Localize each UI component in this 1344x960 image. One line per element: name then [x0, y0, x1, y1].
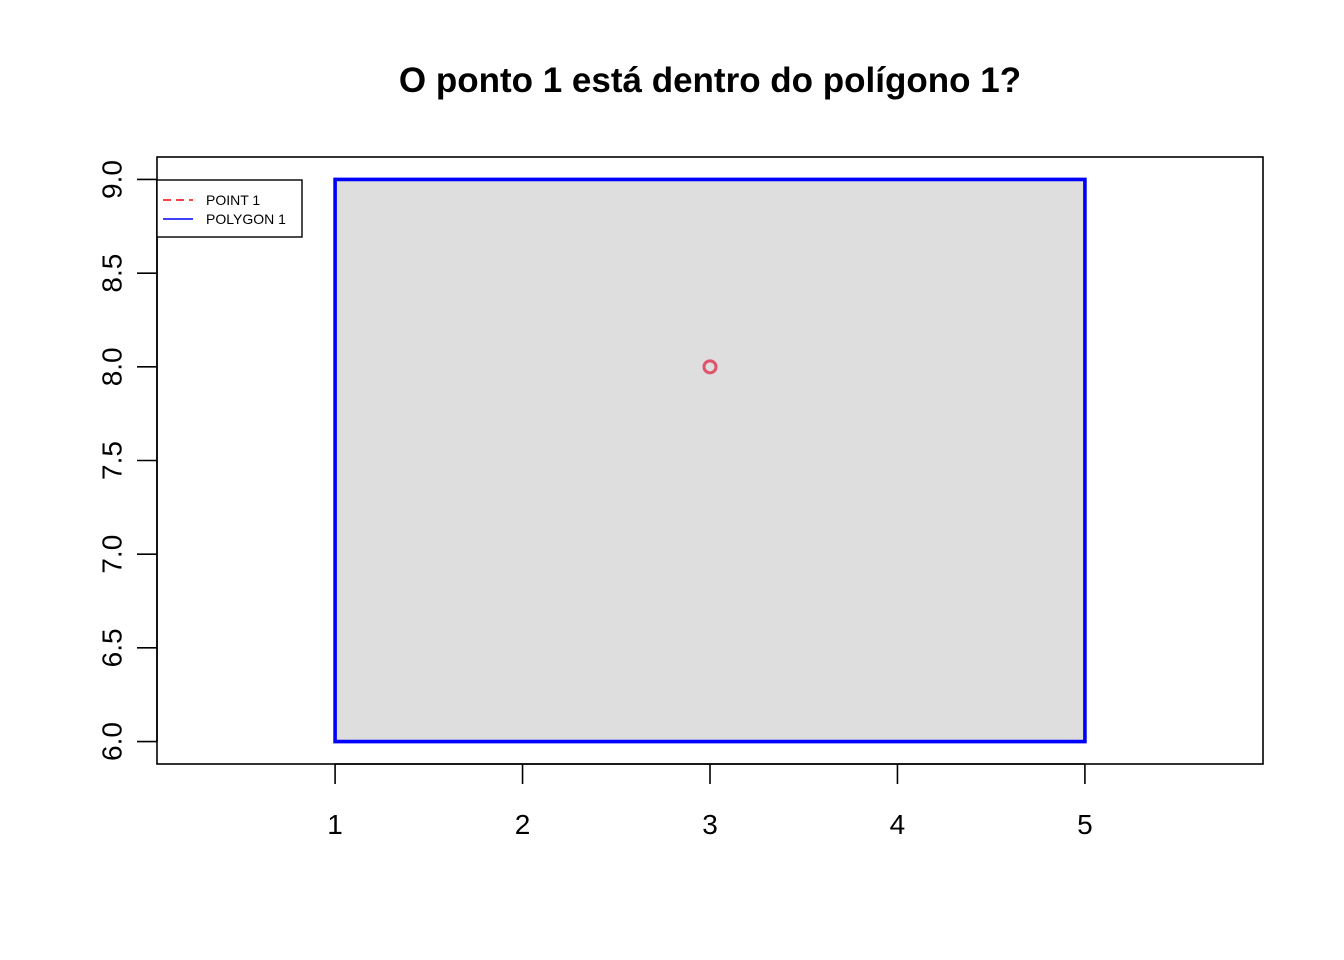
plot-area	[156, 156, 1264, 765]
chart-title: O ponto 1 está dentro do polígono 1?	[399, 61, 1021, 100]
legend-label-polygon-1: POLYGON 1	[206, 211, 286, 227]
y-axis: 6.0 6.5 7.0 7.5 8.0 8.5 9.0	[97, 160, 158, 761]
x-tick-label-4: 4	[890, 809, 906, 840]
data-point-1-1	[702, 359, 718, 375]
y-tick-label-7.0: 7.0	[97, 535, 128, 574]
y-tick-label-8.0: 8.0	[97, 347, 128, 386]
y-tick-label-6.5: 6.5	[97, 628, 128, 667]
legend-label-point-1: POINT 1	[206, 192, 260, 208]
legend-box	[156, 179, 303, 238]
polygon-1	[333, 177, 1087, 744]
x-axis: 1 2 3 4 5	[327, 763, 1093, 840]
x-tick-label-5: 5	[1077, 809, 1093, 840]
y-tick-label-7.5: 7.5	[97, 441, 128, 480]
y-tick-label-9.0: 9.0	[97, 160, 128, 199]
y-tick-label-6.0: 6.0	[97, 722, 128, 761]
legend: POINT 1 POLYGON 1	[156, 179, 303, 238]
y-tick-label-8.5: 8.5	[97, 254, 128, 293]
x-tick-label-2: 2	[515, 809, 531, 840]
x-tick-label-1: 1	[327, 809, 343, 840]
points-layer	[702, 359, 718, 375]
x-tick-label-3: 3	[702, 809, 718, 840]
